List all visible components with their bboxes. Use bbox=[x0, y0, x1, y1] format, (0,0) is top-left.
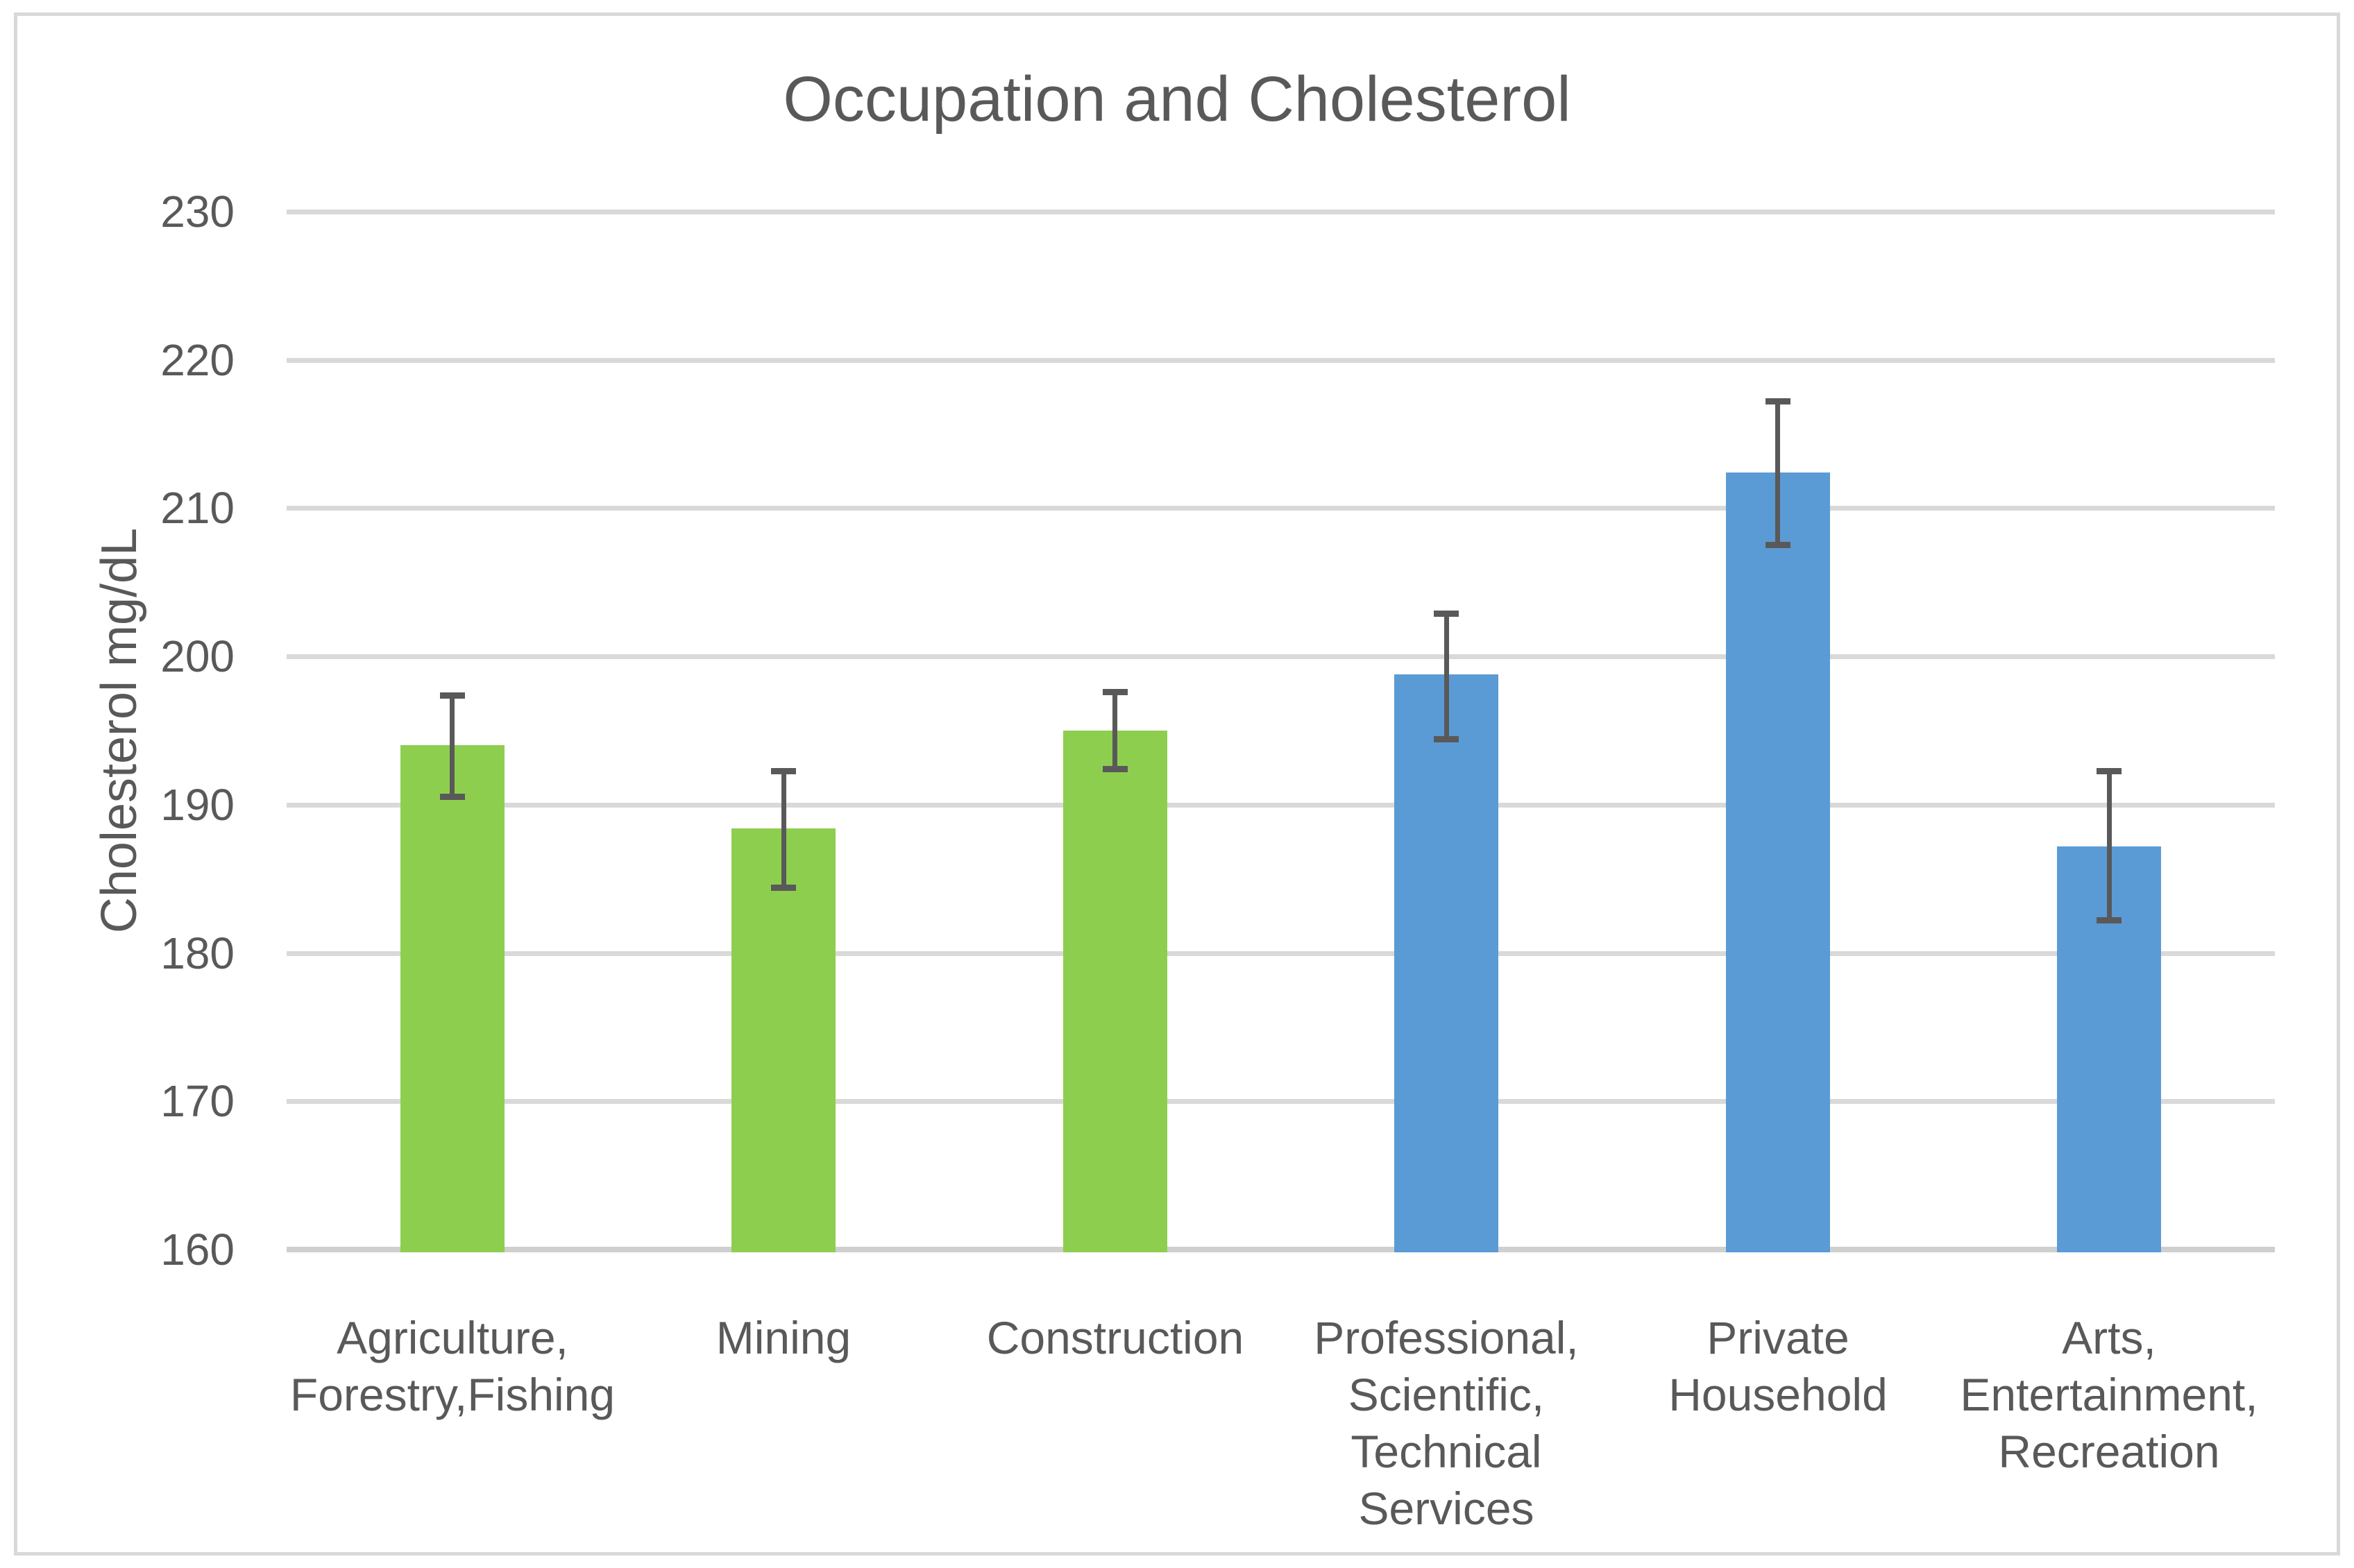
x-category-label-1: Agriculture, Forestry,Fishing bbox=[258, 1309, 647, 1423]
gridline-190 bbox=[287, 803, 2275, 808]
bar-5 bbox=[1726, 472, 1830, 1252]
bar-2 bbox=[731, 828, 836, 1252]
x-category-label-6: Arts, Entertainment, Recreation bbox=[1915, 1309, 2303, 1480]
x-category-label-3: Construction bbox=[921, 1309, 1310, 1366]
error-bar-stem-5 bbox=[1775, 400, 1780, 547]
gridline-210 bbox=[287, 506, 2275, 511]
y-tick-label-160: 160 bbox=[160, 1225, 235, 1275]
chart-border bbox=[14, 12, 2340, 1556]
bar-4 bbox=[1394, 674, 1498, 1252]
y-tick-label-190: 190 bbox=[160, 780, 235, 830]
error-bar-cap-bottom-6 bbox=[2097, 917, 2122, 923]
y-tick-label-220: 220 bbox=[160, 335, 235, 385]
x-category-label-line: Services bbox=[1358, 1483, 1534, 1534]
y-tick-label-210: 210 bbox=[160, 483, 235, 533]
gridline-220 bbox=[287, 358, 2275, 363]
error-bar-cap-top-4 bbox=[1434, 611, 1459, 617]
x-category-label-2: Mining bbox=[589, 1309, 978, 1366]
x-category-label-line: Arts, bbox=[2062, 1312, 2156, 1363]
error-bar-stem-1 bbox=[450, 694, 455, 799]
bar-3 bbox=[1063, 731, 1167, 1252]
error-bar-stem-3 bbox=[1112, 690, 1117, 771]
y-tick-label-200: 200 bbox=[160, 631, 235, 681]
x-category-label-line: Professional, bbox=[1314, 1312, 1579, 1363]
y-tick-label-180: 180 bbox=[160, 928, 235, 978]
x-category-label-line: Mining bbox=[715, 1312, 852, 1363]
error-bar-stem-4 bbox=[1444, 612, 1449, 741]
error-bar-stem-2 bbox=[781, 769, 786, 889]
x-category-label-line: Private bbox=[1707, 1312, 1849, 1363]
x-category-label-line: Household bbox=[1668, 1369, 1888, 1420]
x-category-label-line: Recreation bbox=[1998, 1426, 2220, 1477]
x-category-label-line: Construction bbox=[986, 1312, 1244, 1363]
x-category-label-line: Entertainment, bbox=[1960, 1369, 2258, 1420]
x-category-label-4: Professional, Scientific, Technical Service… bbox=[1252, 1309, 1641, 1537]
x-category-label-line: Agriculture, bbox=[337, 1312, 568, 1363]
error-bar-cap-top-3 bbox=[1103, 689, 1128, 695]
error-bar-cap-bottom-1 bbox=[440, 794, 465, 800]
y-tick-label-230: 230 bbox=[160, 187, 235, 237]
gridline-170 bbox=[287, 1099, 2275, 1104]
error-bar-cap-bottom-5 bbox=[1766, 542, 1790, 548]
y-axis-title: Cholesterol mg/dL bbox=[92, 527, 147, 934]
error-bar-cap-top-1 bbox=[440, 692, 465, 699]
error-bar-stem-6 bbox=[2107, 769, 2112, 922]
x-category-label-line: Forestry,Fishing bbox=[289, 1369, 616, 1420]
gridline-200 bbox=[287, 654, 2275, 659]
error-bar-cap-bottom-2 bbox=[771, 885, 796, 891]
x-axis-line bbox=[287, 1247, 2275, 1252]
gridline-180 bbox=[287, 951, 2275, 956]
error-bar-cap-top-2 bbox=[771, 768, 796, 774]
y-tick-label-170: 170 bbox=[160, 1076, 235, 1126]
error-bar-cap-bottom-3 bbox=[1103, 766, 1128, 772]
x-category-label-line: Scientific, bbox=[1348, 1369, 1545, 1420]
bar-1 bbox=[400, 745, 505, 1252]
chart-title: Occupation and Cholesterol bbox=[783, 64, 1571, 135]
x-category-label-5: Private Household bbox=[1584, 1309, 1972, 1423]
gridline-230 bbox=[287, 210, 2275, 214]
error-bar-cap-top-5 bbox=[1766, 398, 1790, 404]
error-bar-cap-top-6 bbox=[2097, 768, 2122, 774]
error-bar-cap-bottom-4 bbox=[1434, 736, 1459, 742]
x-category-label-line: Technical bbox=[1350, 1426, 1542, 1477]
